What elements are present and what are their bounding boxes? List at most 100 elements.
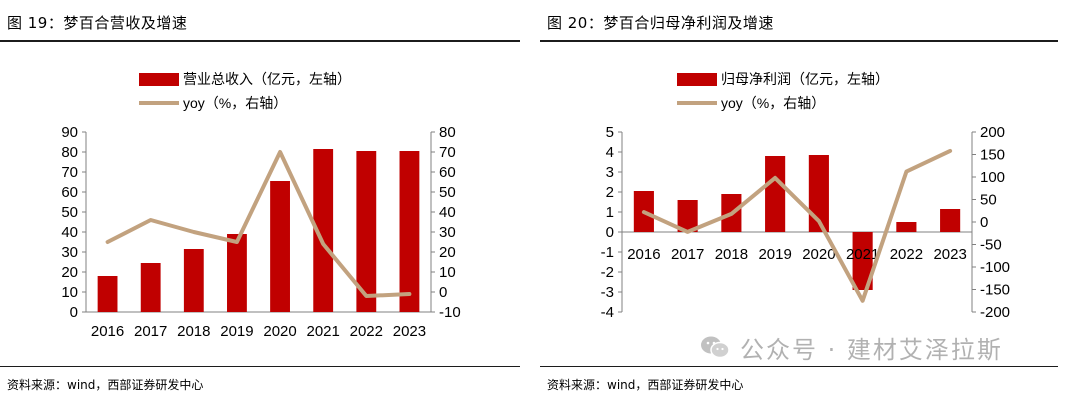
x-tick-label: 2016 (627, 246, 660, 263)
bar-2021 (313, 149, 334, 312)
left-tick-label: 80 (61, 144, 78, 161)
bar-2018 (183, 249, 204, 312)
yoy-point-2018 (193, 231, 195, 233)
x-tick-label: 2021 (846, 246, 879, 263)
watermark-text: 公众号 · 建材艾泽拉斯 (740, 335, 1003, 364)
left-tick-label: 90 (61, 124, 78, 141)
right-tick-label: 60 (439, 164, 456, 181)
top-rule (0, 40, 520, 42)
left-tick-label: 20 (61, 264, 78, 281)
left-tick-label: 5 (606, 124, 614, 141)
yoy-point-2018 (730, 213, 732, 215)
bar-2017 (677, 200, 698, 232)
net-profit-chart: 归母净利润（亿元，左轴） yoy（%，右轴） -4 -3 -2 -1 0 1 2 3 4 5 -200 -… (601, 71, 1010, 321)
bar-2017 (140, 263, 161, 312)
figure-19-panel: 图 19：梦百合营收及增速 营业总收入（亿元，左轴） yoy（%，右轴） 0 10 20… (0, 0, 522, 402)
top-rule (540, 40, 1058, 42)
right-tick-label: -200 (980, 304, 1010, 321)
x-tick-label: 2022 (350, 323, 383, 340)
x-tick-label: 2017 (134, 323, 167, 340)
source-note: 资料来源：wind，西部证券研发中心 (7, 378, 204, 392)
x-tick-label: 2023 (393, 323, 426, 340)
x-tick-label: 2018 (177, 323, 210, 340)
x-tick-label: 2019 (220, 323, 253, 340)
bar-2022 (356, 151, 377, 312)
bar-2020 (270, 181, 290, 312)
legend-label-bar: 归母净利润（亿元，左轴） (721, 71, 889, 87)
right-tick-label: 70 (439, 144, 456, 161)
yoy-point-2017 (150, 219, 152, 221)
legend-swatch-bar (139, 73, 179, 86)
left-tick-label: 30 (61, 244, 78, 261)
left-tick-label: 1 (606, 204, 614, 221)
right-tick-label: -50 (980, 237, 1002, 254)
yoy-point-2019 (236, 241, 238, 243)
bar-2021 (852, 232, 873, 290)
left-tick-label: -4 (601, 304, 614, 321)
legend-label-bar: 营业总收入（亿元，左轴） (183, 71, 351, 87)
legend-label-line: yoy（%，右轴） (183, 95, 287, 111)
yoy-point-2023 (949, 150, 951, 152)
revenue-chart: 营业总收入（亿元，左轴） yoy（%，右轴） 0 10 20 30 40 50 60 70 80 90… (61, 71, 460, 340)
right-tick-label: 50 (980, 192, 997, 209)
left-tick-label: 2 (606, 184, 614, 201)
yoy-point-2022 (365, 295, 367, 297)
yoy-point-2021 (322, 243, 324, 245)
watermark: 公众号 · 建材艾泽拉斯 (700, 332, 1003, 364)
yoy-point-2016 (643, 211, 645, 213)
left-tick-label: -1 (601, 244, 614, 261)
bar-2023 (940, 209, 961, 232)
yoy-point-2020 (818, 220, 820, 222)
x-tick-label: 2022 (890, 246, 923, 263)
x-tick-label: 2018 (715, 246, 748, 263)
right-tick-label: 0 (439, 284, 447, 301)
yoy-point-2019 (774, 177, 776, 179)
left-tick-label: 60 (61, 184, 78, 201)
right-tick-label: -100 (980, 259, 1010, 276)
x-tick-label: 2019 (758, 246, 791, 263)
x-tick-label: 2016 (91, 323, 124, 340)
right-tick-label: -150 (980, 282, 1010, 299)
right-tick-label: 50 (439, 184, 456, 201)
x-tick-label: 2020 (802, 246, 835, 263)
right-tick-label: 10 (439, 264, 456, 281)
bar-2019 (765, 156, 786, 232)
right-tick-label: 0 (980, 214, 988, 231)
left-tick-label: 40 (61, 224, 78, 241)
wechat-icon (701, 336, 730, 359)
right-tick-label: 100 (980, 169, 1005, 186)
bottom-rule (540, 366, 1058, 367)
legend-label-line: yoy（%，右轴） (721, 95, 825, 111)
right-tick-label: 150 (980, 147, 1005, 164)
left-tick-label: -2 (601, 264, 614, 281)
right-tick-label: 200 (980, 124, 1005, 141)
yoy-line (105, 150, 412, 298)
bar-2020 (808, 155, 829, 232)
yoy-line (641, 148, 953, 303)
yoy-point-2021 (862, 300, 864, 302)
left-tick-label: 0 (606, 224, 614, 241)
x-tick-label: 2017 (671, 246, 704, 263)
right-tick-label: 40 (439, 204, 456, 221)
left-tick-label: 10 (61, 284, 78, 301)
x-tick-label: 2021 (307, 323, 340, 340)
yoy-point-2022 (905, 171, 907, 173)
bar-2022 (896, 222, 917, 232)
yoy-point-2016 (107, 241, 109, 243)
left-tick-label: 70 (61, 164, 78, 181)
figure-title: 图 19：梦百合营收及增速 (7, 14, 188, 32)
yoy-point-2017 (687, 231, 689, 233)
x-tick-label: 2023 (933, 246, 966, 263)
bottom-rule (0, 366, 520, 367)
left-tick-label: 3 (606, 164, 614, 181)
right-tick-label: 80 (439, 124, 456, 141)
left-tick-label: 50 (61, 204, 78, 221)
yoy-point-2023 (408, 293, 410, 295)
bar-2023 (399, 151, 420, 312)
left-tick-label: 0 (70, 304, 78, 321)
source-note: 资料来源：wind，西部证券研发中心 (547, 378, 744, 392)
left-tick-label: 4 (606, 144, 614, 161)
left-tick-label: -3 (601, 284, 614, 301)
right-tick-label: 20 (439, 244, 456, 261)
bar-2019 (227, 234, 247, 312)
